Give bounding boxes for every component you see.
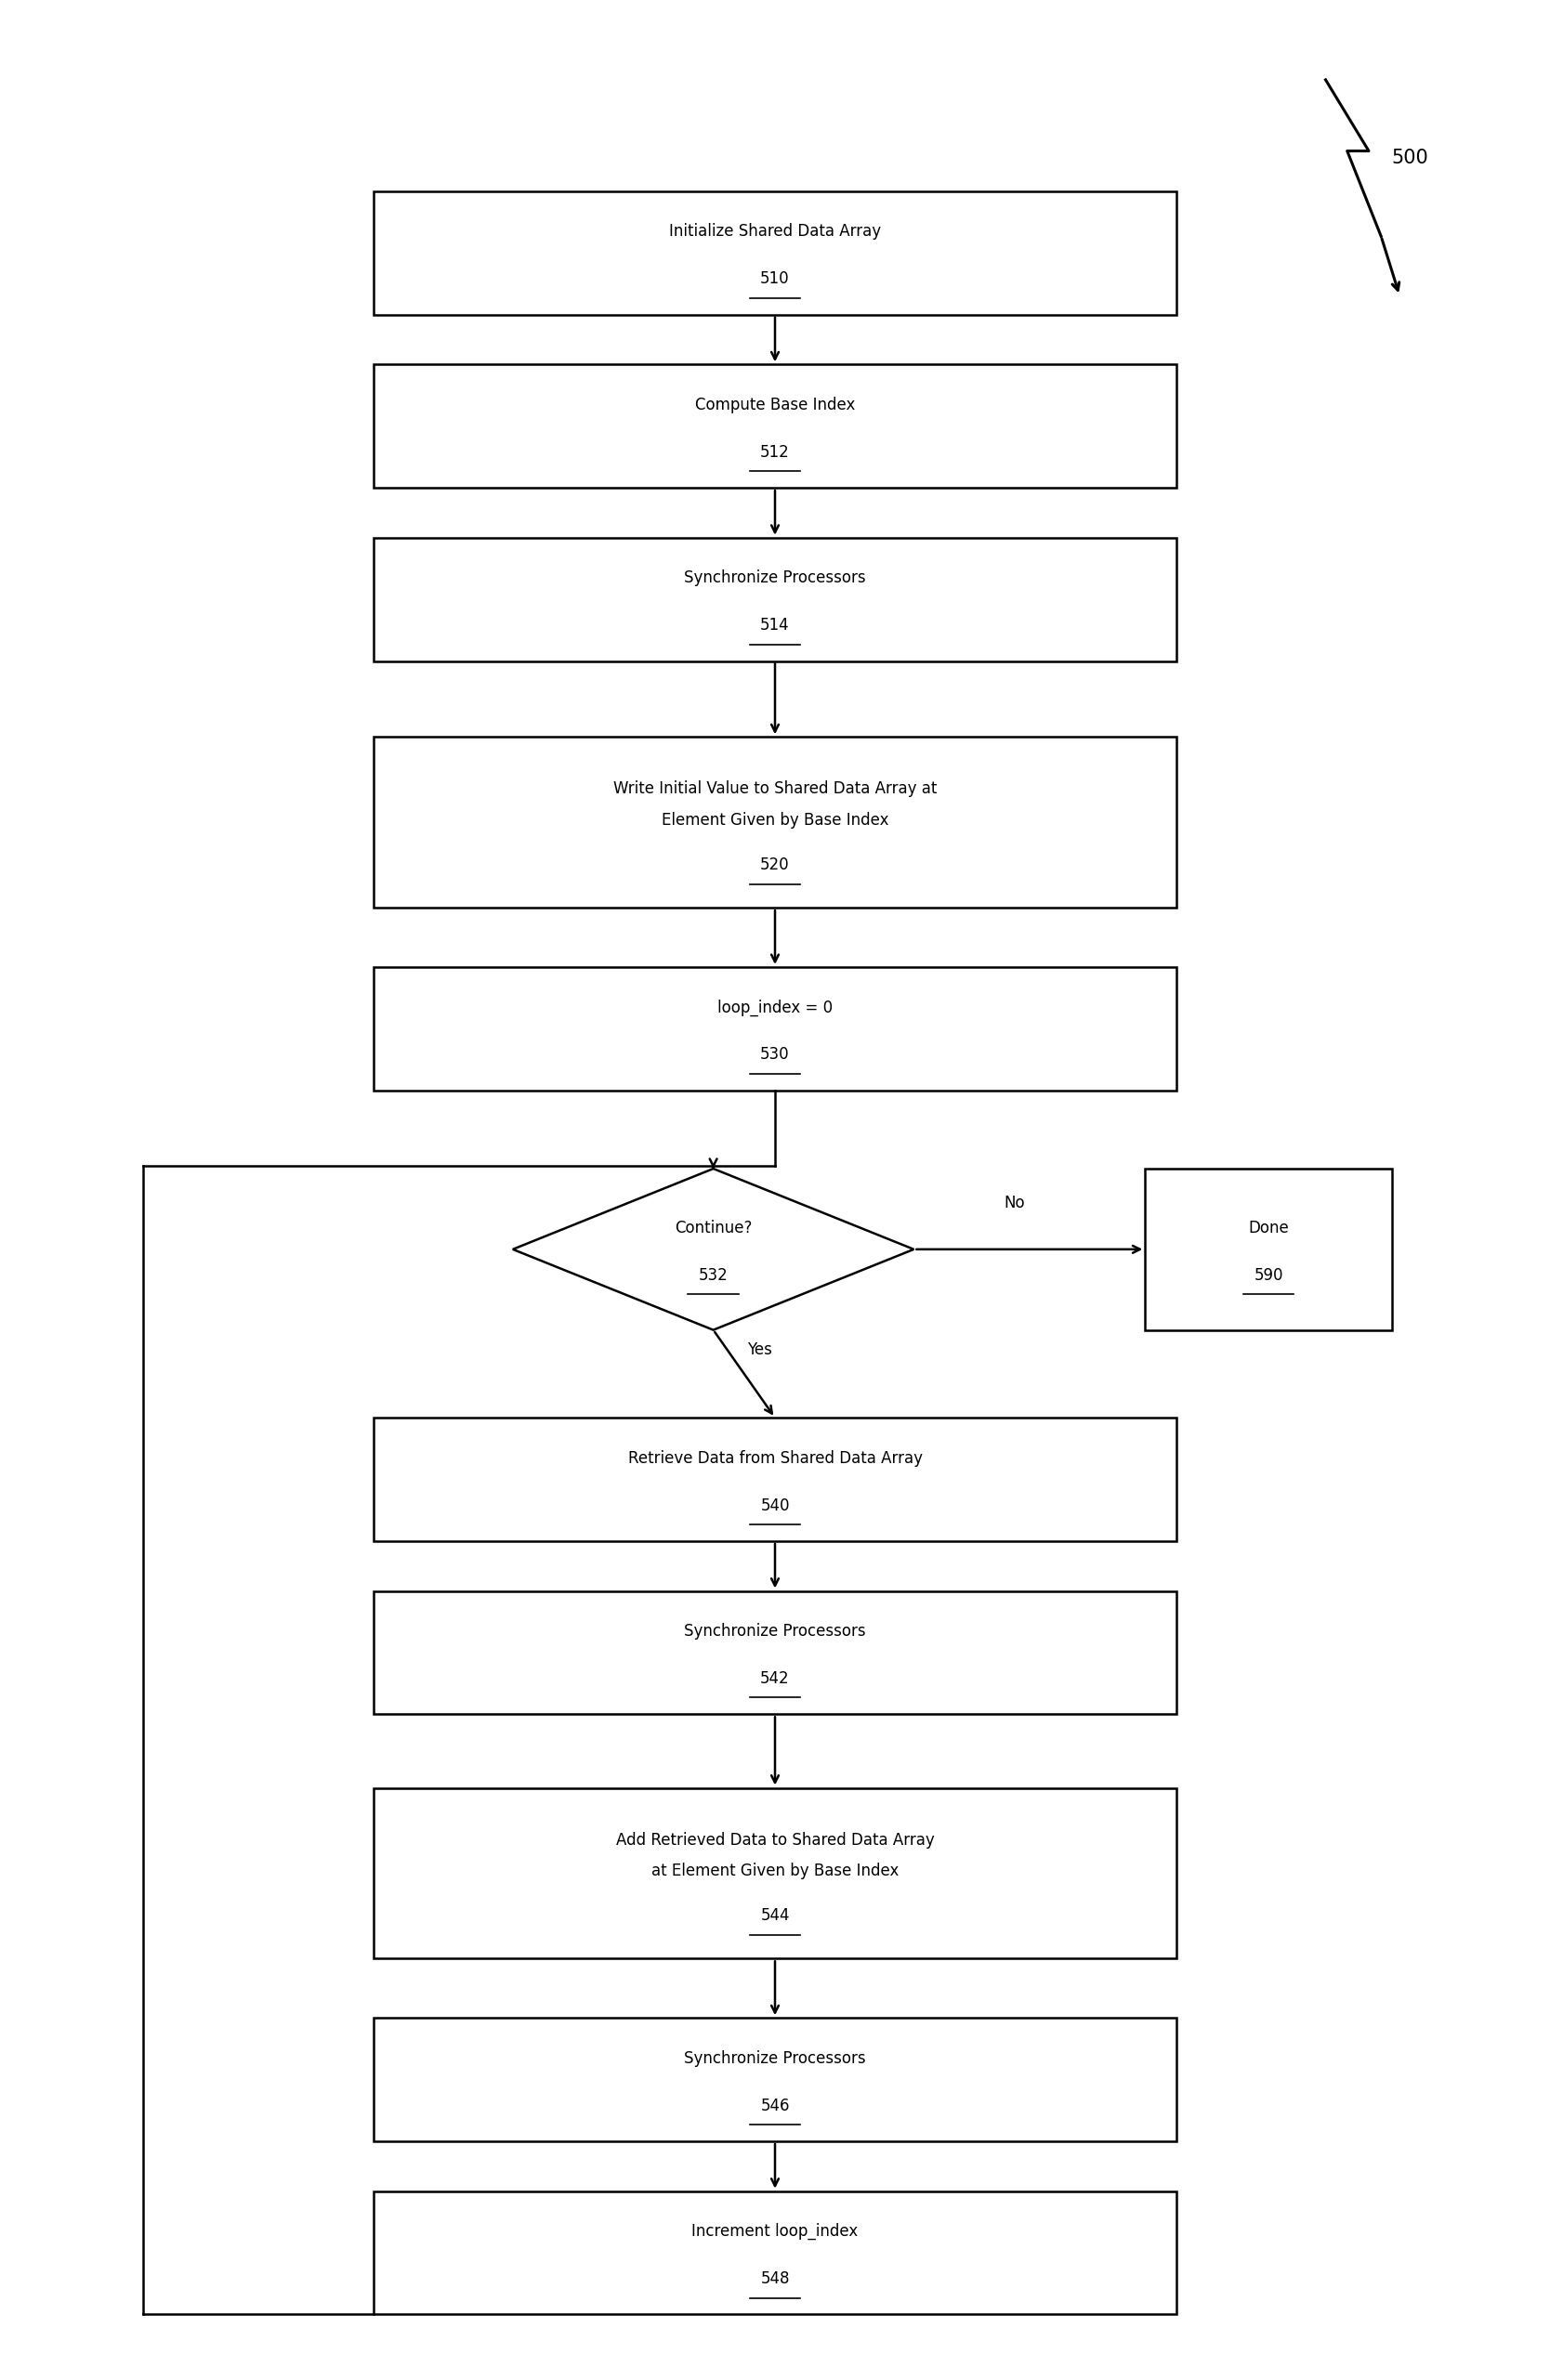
Bar xyxy=(374,738,1176,907)
Text: 548: 548 xyxy=(761,2271,789,2287)
Bar xyxy=(374,190,1176,314)
Text: 544: 544 xyxy=(761,1906,789,1925)
Text: Yes: Yes xyxy=(747,1342,772,1359)
Text: 520: 520 xyxy=(761,857,789,873)
Bar xyxy=(374,364,1176,488)
Polygon shape xyxy=(513,1169,914,1330)
Text: Initialize Shared Data Array: Initialize Shared Data Array xyxy=(670,224,880,240)
Text: at Element Given by Base Index: at Element Given by Base Index xyxy=(651,1864,899,1880)
Bar xyxy=(374,2018,1176,2142)
Text: 540: 540 xyxy=(761,1497,789,1514)
Text: No: No xyxy=(1003,1195,1025,1211)
Text: 500: 500 xyxy=(1392,150,1429,167)
Text: Synchronize Processors: Synchronize Processors xyxy=(684,1623,866,1640)
Bar xyxy=(374,538,1176,662)
Text: loop_index = 0: loop_index = 0 xyxy=(718,1000,832,1016)
Bar xyxy=(1145,1169,1392,1330)
Bar xyxy=(374,1787,1176,1959)
Text: 542: 542 xyxy=(761,1671,789,1687)
Text: Synchronize Processors: Synchronize Processors xyxy=(684,569,866,585)
Text: 546: 546 xyxy=(761,2097,789,2113)
Text: 532: 532 xyxy=(699,1266,728,1283)
Text: 530: 530 xyxy=(761,1047,789,1064)
Text: 514: 514 xyxy=(761,616,789,633)
Text: Synchronize Processors: Synchronize Processors xyxy=(684,2049,866,2066)
Text: Continue?: Continue? xyxy=(674,1219,752,1235)
Text: Add Retrieved Data to Shared Data Array: Add Retrieved Data to Shared Data Array xyxy=(615,1833,935,1849)
Bar xyxy=(374,966,1176,1090)
Text: Increment loop_index: Increment loop_index xyxy=(691,2223,859,2240)
Text: Compute Base Index: Compute Base Index xyxy=(694,397,856,414)
Text: 512: 512 xyxy=(759,443,790,462)
Text: 510: 510 xyxy=(761,271,789,288)
Text: 590: 590 xyxy=(1254,1266,1283,1283)
Bar xyxy=(374,1418,1176,1542)
Text: Write Initial Value to Shared Data Array at: Write Initial Value to Shared Data Array… xyxy=(614,781,936,797)
Bar xyxy=(374,2192,1176,2313)
Text: Retrieve Data from Shared Data Array: Retrieve Data from Shared Data Array xyxy=(628,1449,922,1466)
Text: Done: Done xyxy=(1248,1219,1290,1235)
Bar xyxy=(374,1590,1176,1714)
Text: Element Given by Base Index: Element Given by Base Index xyxy=(662,812,888,828)
